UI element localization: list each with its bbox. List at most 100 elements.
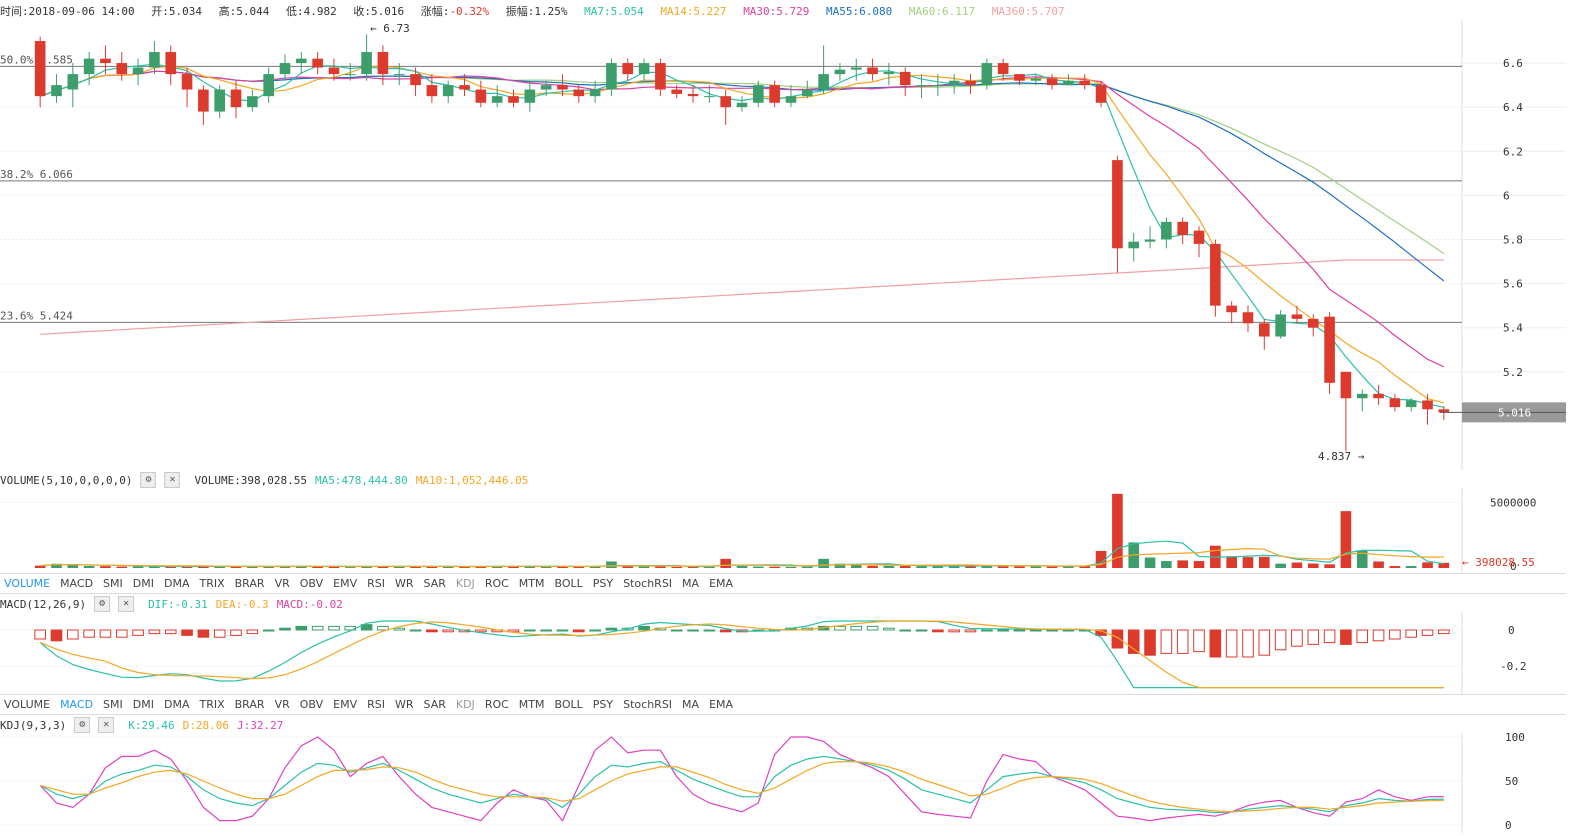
tab-vr[interactable]: VR: [274, 698, 290, 711]
tab-ma[interactable]: MA: [682, 698, 700, 711]
tab-dma[interactable]: DMA: [163, 577, 190, 590]
tab-boll[interactable]: BOLL: [554, 698, 583, 711]
tab-roc[interactable]: ROC: [484, 698, 509, 711]
macd-settings-icon[interactable]: ⚙: [94, 596, 111, 612]
macd-chart[interactable]: 0 -0.2: [0, 612, 1566, 694]
volume-bar: [834, 563, 846, 568]
tab-wr[interactable]: WR: [394, 577, 414, 590]
fib-label: 38.2% 6.066: [0, 168, 73, 181]
volume-chart[interactable]: 5000000 0← 398028.55: [0, 488, 1566, 573]
tab-emv[interactable]: EMV: [333, 698, 358, 711]
tab-obv[interactable]: OBV: [299, 698, 324, 711]
volume-bar: [687, 566, 699, 568]
tab-ma[interactable]: MA: [682, 577, 700, 590]
candle-body: [1014, 74, 1025, 81]
tab-smi[interactable]: SMI: [103, 698, 123, 711]
candle-body: [328, 67, 340, 75]
macd-bar: [915, 629, 928, 632]
tab-vr[interactable]: VR: [274, 577, 290, 590]
tab-stochrsi[interactable]: StochRSI: [623, 698, 673, 711]
candle-body: [899, 71, 911, 86]
tab-stochrsi[interactable]: StochRSI: [623, 577, 673, 590]
candle-body: [149, 52, 160, 68]
volume-bar: [965, 565, 976, 568]
volume-bar: [524, 565, 536, 568]
volume-zero-label: 0: [1510, 560, 1517, 573]
kdj-close-icon[interactable]: ✕: [98, 717, 115, 733]
candle-body: [475, 89, 487, 103]
macd-bar: [964, 629, 977, 633]
tab-rsi[interactable]: RSI: [367, 577, 385, 590]
ma360-line: [40, 259, 1444, 335]
tab-roc[interactable]: ROC: [484, 577, 509, 590]
volume-bar: [1144, 557, 1156, 568]
tab-obv[interactable]: OBV: [299, 577, 324, 590]
kdj-chart[interactable]: 100 50 0: [0, 733, 1566, 833]
volume-bar: [606, 561, 617, 568]
volume-bar: [753, 566, 764, 568]
d-line: [40, 761, 1444, 813]
volume-bar: [573, 566, 585, 568]
macd-close-icon[interactable]: ✕: [118, 596, 135, 612]
tab-volume[interactable]: VOLUME: [4, 577, 51, 590]
tab-boll[interactable]: BOLL: [554, 577, 583, 590]
volume-bar: [1324, 564, 1335, 568]
tab-kdj[interactable]: KDJ: [455, 698, 475, 711]
macd-bar: [1242, 629, 1254, 658]
macd-bar: [230, 629, 242, 636]
indicator-tabs-2: VOLUME MACD SMI DMI DMA TRIX BRAR VR OBV EMV RSI WR…: [4, 698, 743, 711]
volume-bar: [263, 566, 274, 568]
ma55-line: [40, 70, 1445, 282]
macd-bar: [393, 627, 406, 631]
tab-dmi[interactable]: DMI: [132, 577, 154, 590]
tab-macd[interactable]: MACD: [60, 577, 94, 590]
candle-body: [573, 89, 585, 97]
macd-axis-label: 0: [1508, 624, 1515, 637]
volume-bar: [67, 564, 79, 568]
candle-body: [214, 89, 226, 112]
price-axis-label: 5.4: [1503, 322, 1523, 335]
volume-close-icon[interactable]: ✕: [164, 472, 181, 488]
tab-smi[interactable]: SMI: [103, 577, 123, 590]
tab-psy[interactable]: PSY: [592, 698, 614, 711]
tab-macd[interactable]: MACD: [60, 698, 94, 711]
volume-settings-icon[interactable]: ⚙: [140, 472, 157, 488]
volume-bar: [1079, 566, 1091, 568]
tab-ema[interactable]: EMA: [709, 698, 734, 711]
tab-brar[interactable]: BRAR: [234, 698, 265, 711]
kdj-settings-icon[interactable]: ⚙: [74, 717, 91, 733]
tab-dmi[interactable]: DMI: [132, 698, 154, 711]
candle-body: [393, 74, 405, 76]
tab-trix[interactable]: TRIX: [199, 577, 225, 590]
tab-wr[interactable]: WR: [394, 698, 414, 711]
volume-bar: [1226, 556, 1237, 568]
macd-bar: [360, 624, 373, 631]
divider: [0, 714, 1566, 715]
tab-mtm[interactable]: MTM: [518, 698, 545, 711]
tab-rsi[interactable]: RSI: [367, 698, 385, 711]
macd-bar: [148, 629, 161, 635]
candle-body: [655, 63, 666, 90]
volume-bar: [1095, 550, 1107, 568]
tab-dma[interactable]: DMA: [163, 698, 190, 711]
candle-body: [67, 74, 79, 90]
candle-body: [1030, 78, 1042, 81]
tab-sar[interactable]: SAR: [423, 577, 446, 590]
tab-kdj[interactable]: KDJ: [455, 577, 475, 590]
tab-sar[interactable]: SAR: [423, 698, 446, 711]
tab-ema[interactable]: EMA: [709, 577, 734, 590]
macd-bar: [1323, 629, 1336, 644]
candle-body: [51, 85, 62, 97]
tab-volume[interactable]: VOLUME: [4, 698, 51, 711]
tab-emv[interactable]: EMV: [333, 577, 358, 590]
tab-psy[interactable]: PSY: [592, 577, 614, 590]
macd-bar: [1405, 629, 1417, 638]
volume-bar: [1242, 557, 1254, 568]
macd-bar: [899, 629, 912, 632]
tab-brar[interactable]: BRAR: [234, 577, 265, 590]
macd-bar: [1029, 629, 1042, 632]
candle-body: [965, 80, 976, 86]
tab-mtm[interactable]: MTM: [518, 577, 545, 590]
tab-trix[interactable]: TRIX: [199, 698, 225, 711]
